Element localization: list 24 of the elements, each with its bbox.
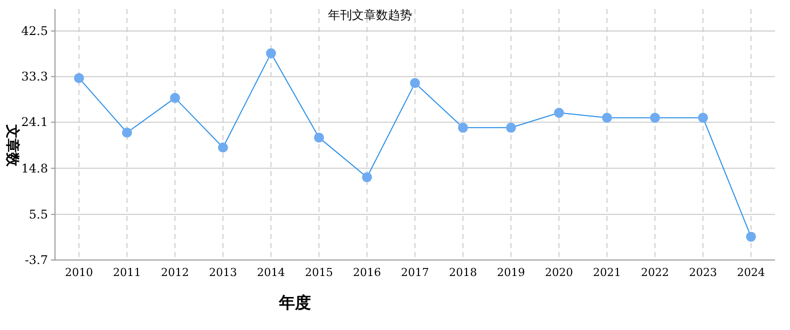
x-tick-label: 2014: [257, 266, 285, 279]
x-tick-label: 2010: [65, 266, 93, 279]
x-tick-label: 2021: [593, 266, 621, 279]
x-tick-label: 2015: [305, 266, 333, 279]
x-tick-label: 2018: [449, 266, 477, 279]
y-tick-label: 24.1: [21, 115, 48, 130]
x-tick-label: 2012: [161, 266, 189, 279]
x-axis-title: 年度: [278, 293, 311, 312]
y-tick-label: 5.5: [28, 207, 48, 222]
x-tick-label: 2023: [689, 266, 717, 279]
x-tick-label: 2020: [545, 266, 573, 279]
x-tick-label: 2019: [497, 266, 525, 279]
x-tick-label: 2011: [113, 266, 141, 279]
x-tick-label: 2013: [209, 266, 237, 279]
x-tick-label: 2024: [737, 266, 765, 279]
y-tick-label: 42.5: [21, 24, 48, 38]
y-tick-label: 14.8: [21, 161, 48, 176]
x-tick-label: 2022: [641, 266, 669, 279]
x-tick-label: 2017: [401, 266, 429, 279]
chart-title: 年刊文章数趋势: [328, 8, 412, 22]
y-axis-title: 文章数: [4, 124, 21, 168]
y-tick-label: -3.7: [24, 253, 48, 267]
x-tick-label: 2016: [353, 266, 381, 279]
y-tick-label: 33.3: [21, 70, 48, 84]
